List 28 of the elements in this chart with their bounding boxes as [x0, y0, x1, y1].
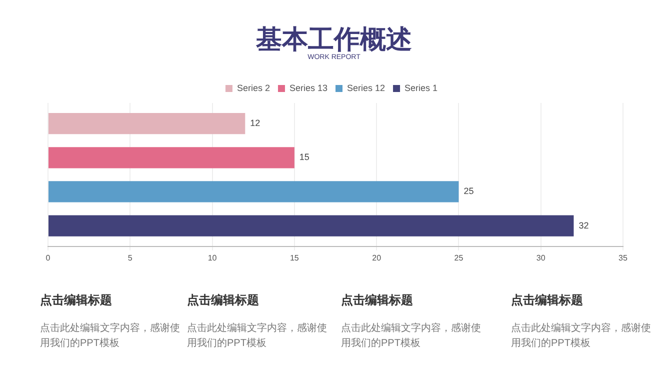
data-label: 15 [299, 152, 310, 162]
text: 点击编辑标题 [341, 292, 414, 309]
x-tick-label: 0 [46, 253, 51, 262]
x-tick-label: 35 [618, 253, 628, 262]
legend-label: Series 2 [236, 82, 270, 93]
text: 点击编辑标题 [187, 292, 260, 309]
text: 点击此处编辑文字内容，感谢使用我们的PPT模板 [40, 322, 180, 351]
legend-label: Series 13 [289, 82, 328, 93]
bar [48, 113, 246, 134]
x-tick-label: 25 [454, 253, 464, 262]
data-label: 32 [578, 220, 589, 230]
x-tick-label: 30 [536, 253, 546, 262]
x-tick-label: 10 [208, 253, 218, 262]
bar [48, 215, 574, 236]
data-label: 12 [250, 118, 260, 128]
x-tick-label: 15 [290, 253, 300, 262]
legend-label: Series 1 [404, 82, 438, 93]
x-tick-label: 5 [128, 253, 133, 262]
bar [48, 181, 459, 202]
text: 点击此处编辑文字内容，感谢使用我们的PPT模板 [187, 322, 327, 351]
text: 点击此处编辑文字内容，感谢使用我们的PPT模板 [511, 322, 651, 351]
data-label: 25 [464, 186, 474, 196]
x-tick-label: 20 [372, 253, 382, 262]
text: 点击编辑标题 [40, 292, 113, 309]
legend-label: Series 12 [347, 82, 386, 93]
text: 点击编辑标题 [511, 292, 584, 309]
bar [48, 147, 294, 168]
text: 点击此处编辑文字内容，感谢使用我们的PPT模板 [341, 322, 481, 351]
